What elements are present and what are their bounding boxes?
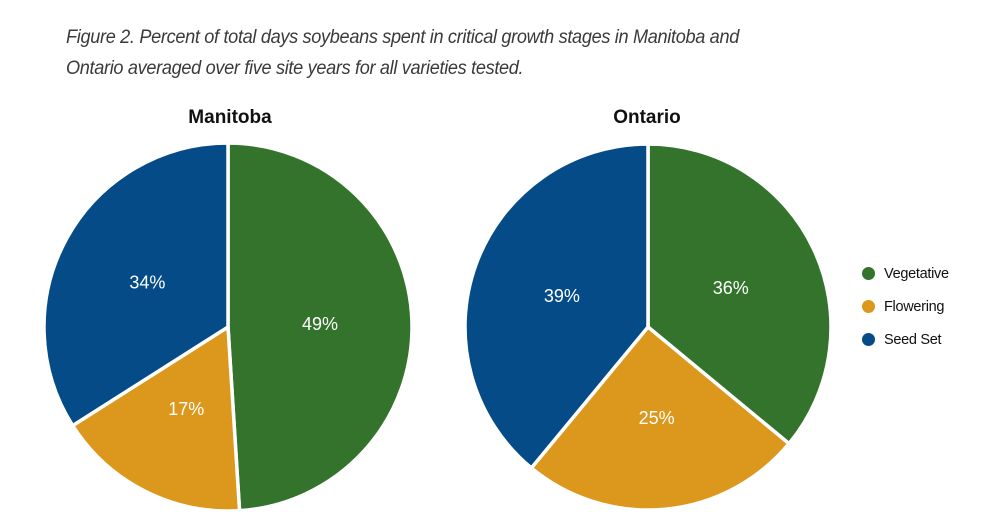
pie-slice-ontario-flowering (529, 325, 791, 512)
legend-item-flowering: Flowering (862, 290, 992, 323)
slice-label-ontario-seed-set: 39% (544, 286, 580, 306)
pie-slice-ontario-vegetative (646, 142, 833, 446)
caption-line-2: Ontario averaged over five site years fo… (66, 57, 524, 79)
pie-title-manitoba: Manitoba (188, 107, 272, 128)
slice-label-manitoba-vegetative: 49% (302, 314, 338, 334)
pie-chart-manitoba: Manitoba 49% 17% 34% (42, 107, 414, 513)
legend-item-seed-set: Seed Set (862, 323, 992, 356)
slice-label-manitoba-flowering: 17% (168, 399, 204, 419)
slice-label-ontario-vegetative: 36% (713, 278, 749, 298)
slice-label-ontario-flowering: 25% (639, 408, 675, 428)
slice-label-manitoba-seed-set: 34% (129, 273, 165, 293)
pie-slice-manitoba-vegetative (226, 141, 414, 513)
slices-ontario (463, 142, 833, 512)
slices-manitoba (42, 141, 414, 513)
labels-ontario: 36% 25% 39% (544, 278, 749, 428)
pie-chart-ontario: Ontario 36% 25% 39% (463, 107, 833, 512)
legend-label-flowering: Flowering (884, 298, 945, 315)
legend-label-seed-set: Seed Set (884, 331, 942, 348)
legend-item-vegetative: Vegetative (862, 257, 992, 290)
caption-line-1: Figure 2. Percent of total days soybeans… (66, 26, 739, 48)
legend-label-vegetative: Vegetative (884, 265, 949, 282)
pie-slice-ontario-seed-set (463, 142, 650, 470)
pie-slice-manitoba-flowering (70, 325, 242, 513)
legend-dot-flowering-icon (862, 300, 875, 313)
labels-manitoba: 49% 17% 34% (129, 273, 338, 419)
legend-dot-vegetative-icon (862, 267, 875, 280)
pie-title-ontario: Ontario (613, 107, 681, 128)
legend: Vegetative Flowering Seed Set (862, 257, 992, 356)
legend-dot-seed-set-icon (862, 333, 875, 346)
pie-slice-manitoba-seed-set (42, 141, 230, 428)
figure-caption: Figure 2. Percent of total days soybeans… (66, 22, 866, 84)
